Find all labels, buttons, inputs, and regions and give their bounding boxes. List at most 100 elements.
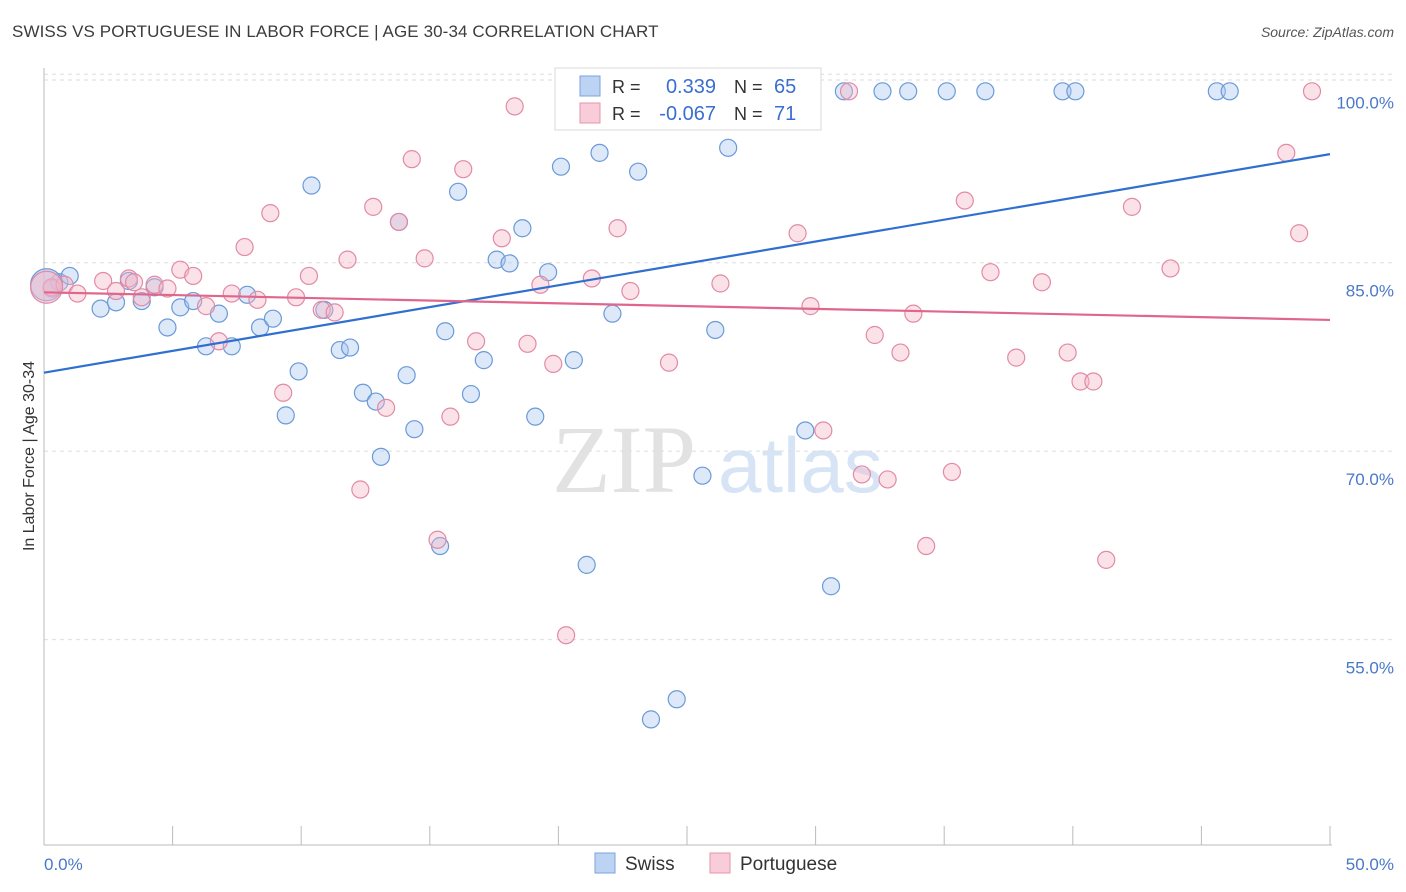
point-portuguese-49: [852, 465, 871, 484]
point-portuguese-50: [865, 325, 884, 345]
axes: [43, 68, 1332, 846]
legend-n-value-portuguese: 71: [774, 103, 796, 125]
point-portuguese-22: [338, 250, 357, 269]
grid-lines: [44, 73, 1394, 641]
point-swiss-40: [564, 351, 583, 370]
point-portuguese-51: [878, 470, 897, 489]
point-portuguese-26: [389, 212, 409, 232]
chart-title: SWISS VS PORTUGUESE IN LABOR FORCE | AGE…: [12, 22, 659, 41]
bottom-legend-label-swiss: Swiss: [625, 854, 675, 875]
x-tick-label-max: 50.0%: [1346, 855, 1394, 874]
point-portuguese-14: [235, 237, 254, 257]
bottom-legend-label-portuguese: Portuguese: [740, 854, 837, 875]
legend-r-value-portuguese: -0.067: [659, 103, 716, 125]
point-swiss-23: [353, 383, 373, 402]
trend-line-swiss: [43, 153, 1331, 374]
point-portuguese-48: [839, 82, 859, 101]
point-portuguese-45: [788, 224, 807, 243]
point-swiss-2: [60, 266, 79, 286]
watermark-zip: ZIP: [552, 406, 696, 513]
point-portuguese-56: [955, 191, 974, 210]
point-swiss-27: [397, 366, 416, 385]
point-swiss-43: [603, 304, 622, 323]
point-portuguese-52: [891, 343, 910, 362]
trend-lines: [43, 153, 1331, 374]
y-tick-labels: 55.0% 70.0% 85.0% 100.0%: [1336, 93, 1394, 677]
legend-r-label-swiss: R =: [612, 77, 641, 97]
point-portuguese-47: [814, 421, 833, 440]
y-tick-label-85: 85.0%: [1346, 282, 1394, 301]
point-portuguese-8: [158, 279, 177, 298]
legend-swatch-portuguese: [579, 102, 601, 124]
point-swiss-60: [1053, 82, 1072, 101]
point-portuguese-53: [904, 304, 923, 323]
legend-swatch-swiss: [579, 75, 601, 97]
point-portuguese-60: [1058, 343, 1077, 362]
point-portuguese-19: [299, 266, 319, 286]
point-portuguese-67: [1290, 224, 1309, 243]
point-swiss-56: [873, 82, 892, 101]
point-swiss-55: [834, 82, 853, 101]
point-swiss-47: [667, 690, 686, 709]
point-swiss-3: [91, 299, 110, 318]
bottom-legend: Swiss Portuguese: [594, 852, 837, 875]
point-portuguese-25: [376, 398, 396, 417]
point-portuguese-58: [1007, 348, 1026, 367]
point-swiss-14: [238, 285, 257, 304]
legend-n-label-swiss: N =: [734, 77, 763, 97]
point-portuguese-61: [1071, 372, 1090, 391]
point-swiss-24: [366, 392, 385, 411]
point-swiss-8: [158, 318, 177, 337]
y-tick-label-55: 55.0%: [1346, 659, 1394, 678]
point-portuguese-10: [184, 266, 203, 286]
point-portuguese-17: [274, 383, 293, 402]
point-portuguese-54: [917, 536, 936, 556]
point-swiss-46: [641, 710, 661, 729]
point-portuguese-63: [1097, 550, 1116, 569]
point-portuguese-40: [608, 219, 627, 238]
point-portuguese-35: [518, 334, 537, 353]
point-portuguese-57: [981, 263, 1000, 282]
bottom-legend-swatch-portuguese: [709, 852, 731, 874]
y-tick-label-100: 100.0%: [1336, 93, 1394, 112]
point-swiss-59: [976, 82, 995, 101]
legend-n-value-swiss: 65: [774, 76, 796, 98]
point-portuguese-34: [505, 97, 524, 116]
point-swiss-39: [551, 157, 571, 176]
point-swiss-61: [1066, 82, 1085, 101]
legend-r-value-swiss: 0.339: [666, 76, 716, 98]
point-portuguese-31: [454, 160, 473, 179]
point-swiss-63: [1220, 82, 1239, 101]
point-portuguese-11: [196, 297, 216, 316]
legend-box: R = 0.339 N = 65 R = -0.067 N = 71: [554, 67, 822, 131]
point-swiss-57: [899, 82, 918, 101]
data-points: [29, 82, 1322, 729]
watermark-atlas: atlas: [718, 421, 883, 509]
point-swiss-62: [1207, 82, 1226, 101]
point-portuguese-32: [466, 332, 486, 351]
point-portuguese-6: [132, 288, 151, 307]
point-swiss-36: [513, 219, 532, 238]
point-swiss-31: [448, 182, 468, 201]
point-swiss-42: [590, 143, 609, 162]
point-portuguese-16: [261, 204, 280, 223]
y-tick-label-70: 70.0%: [1346, 470, 1394, 489]
point-portuguese-65: [1161, 259, 1180, 278]
point-swiss-19: [302, 176, 321, 195]
point-portuguese-38: [557, 626, 576, 645]
point-portuguese-44: [711, 274, 730, 293]
point-portuguese-66: [1277, 143, 1296, 162]
point-portuguese-41: [621, 281, 640, 301]
legend-n-label-portuguese: N =: [734, 104, 763, 124]
point-swiss-45: [629, 162, 648, 181]
point-portuguese-59: [1032, 273, 1052, 292]
point-swiss-30: [436, 322, 455, 341]
point-swiss-17: [276, 406, 295, 425]
point-portuguese-30: [441, 407, 460, 426]
point-portuguese-21: [325, 303, 344, 322]
point-swiss-58: [937, 82, 956, 101]
point-swiss-37: [526, 407, 545, 426]
point-swiss-35: [500, 254, 519, 273]
x-ticks: [43, 826, 1331, 845]
